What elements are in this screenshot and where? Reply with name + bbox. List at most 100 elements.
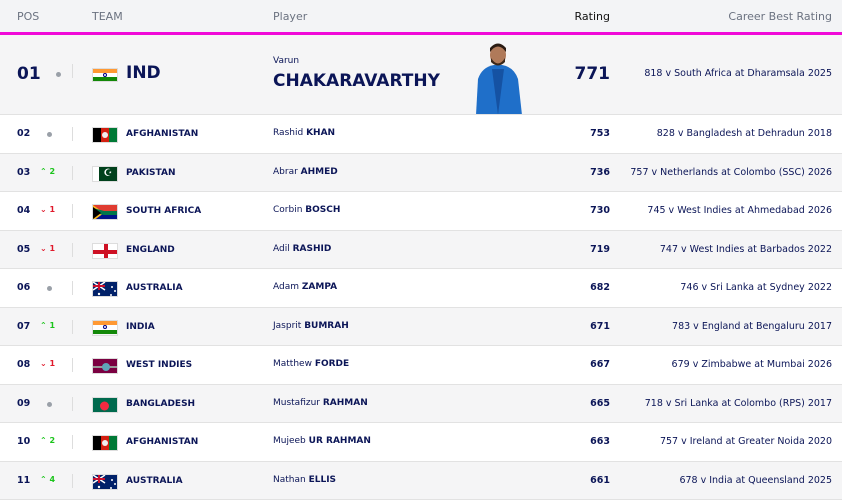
player-last-name: AHMED: [300, 166, 338, 177]
pakistan-flag-icon: ☪: [92, 165, 118, 182]
rank-change: 2: [49, 166, 56, 176]
team-name: AUSTRALIA: [126, 283, 183, 293]
rating: 661: [590, 474, 610, 486]
table-row[interactable]: 03 ⌃ 2 ☪ PAKISTAN Abrar AHMED 736 757 v N…: [0, 153, 842, 192]
rating: 753: [590, 128, 610, 139]
divider: [72, 242, 73, 257]
rank-up-indicator: ⌃ 2: [40, 436, 55, 445]
no-change-dot-icon: [47, 286, 52, 291]
player-name[interactable]: Corbin BOSCH: [273, 205, 340, 215]
rank-change: 1: [49, 243, 56, 253]
player-first-name: Jasprit: [273, 320, 302, 331]
position: 01: [17, 64, 41, 84]
player-first-name: Abrar: [273, 166, 298, 177]
position: 05: [17, 243, 31, 255]
player-last-name: BUMRAH: [304, 320, 349, 331]
divider: [72, 396, 73, 411]
rating: 736: [590, 166, 610, 178]
player-last-name: BOSCH: [305, 205, 341, 215]
no-change-dot-icon: [47, 401, 52, 407]
rating: 665: [590, 397, 610, 409]
no-change-dot-icon: [47, 132, 52, 137]
rank-down-indicator: ⌄ 1: [40, 244, 55, 253]
career-best: 757 v Netherlands at Colombo (SSC) 2026: [630, 166, 832, 178]
player-name[interactable]: Abrar AHMED: [273, 167, 338, 177]
player-photo: [476, 43, 522, 114]
table-row[interactable]: 02 AFGHANISTAN Rashid KHAN 753 828 v Ban…: [0, 115, 842, 154]
player-first-name: Mujeeb: [273, 436, 306, 446]
team-name: BANGLADESH: [126, 398, 196, 409]
player-name[interactable]: Rashid KHAN: [273, 128, 335, 138]
position: 08: [17, 359, 31, 370]
player-first-name: Matthew: [273, 359, 312, 369]
header-career-best: Career Best Rating: [728, 10, 832, 23]
table-row[interactable]: 08 ⌄ 1 WEST INDIES Matthew FORDE 667 679 …: [0, 346, 842, 385]
rank-up-indicator: ⌃ 4: [40, 475, 55, 484]
player-name[interactable]: Matthew FORDE: [273, 359, 349, 369]
team-name: IND: [126, 63, 161, 83]
player-name[interactable]: Adam ZAMPA: [273, 282, 337, 292]
divider: [72, 127, 73, 141]
player-last-name[interactable]: CHAKARAVARTHY: [273, 71, 440, 91]
rank-up-indicator: ⌃ 1: [40, 321, 55, 330]
rating: 730: [590, 205, 610, 216]
player-last-name: ELLIS: [308, 474, 337, 485]
player-name[interactable]: Nathan ELLIS: [273, 475, 336, 485]
player-name[interactable]: Adil RASHID: [273, 244, 331, 254]
career-best: 783 v England at Bengaluru 2017: [672, 320, 832, 332]
player-first-name: Mustafizur: [273, 397, 320, 408]
player-last-name: UR RAHMAN: [308, 436, 371, 446]
rating: 719: [590, 243, 610, 255]
position: 10: [17, 436, 31, 447]
india-flag-icon: [92, 319, 118, 336]
header-rating[interactable]: Rating: [574, 10, 610, 23]
career-best: 679 v Zimbabwe at Mumbai 2026: [671, 359, 832, 370]
divider: [72, 358, 73, 372]
player-name[interactable]: Mustafizur RAHMAN: [273, 398, 368, 408]
top-ranked-row[interactable]: 01 IND Varun CHAKARAVARTHY 771 818 v Sou…: [0, 35, 842, 115]
arrow-up-icon: ⌃: [40, 320, 47, 330]
player-first-name: Adam: [273, 282, 299, 292]
bangladesh-flag-icon: [92, 396, 118, 413]
team-name: INDIA: [126, 321, 155, 332]
career-best: 757 v Ireland at Greater Noida 2020: [659, 436, 832, 447]
player-first-name: Rashid: [273, 128, 304, 138]
table-row[interactable]: 05 ⌄ 1 ENGLAND Adil RASHID 719 747 v West…: [0, 230, 842, 269]
table-row[interactable]: 09 BANGLADESH Mustafizur RAHMAN 665 718 …: [0, 384, 842, 423]
team-name: SOUTH AFRICA: [126, 206, 202, 216]
table-header: POS TEAM Player Rating Career Best Ratin…: [0, 0, 842, 35]
position: 09: [17, 397, 31, 409]
rank-up-indicator: ⌃ 2: [40, 167, 55, 176]
team-name: AUSTRALIA: [126, 475, 183, 486]
table-row[interactable]: 06 AUSTRALIA Adam ZAMPA 682 746 v Sri La…: [0, 269, 842, 308]
divider: [72, 64, 73, 78]
player-name[interactable]: Jasprit BUMRAH: [273, 321, 349, 331]
rating: 671: [590, 320, 610, 332]
arrow-down-icon: ⌄: [40, 205, 47, 214]
south-africa-flag-icon: [92, 204, 118, 220]
no-change-dot-icon: [56, 72, 61, 77]
table-row[interactable]: 04 ⌄ 1 SOUTH AFRICA Corbin BOSCH 730 745 …: [0, 192, 842, 231]
afghanistan-flag-icon: [92, 435, 118, 451]
table-row[interactable]: 11 ⌃ 4 AUSTRALIA Nathan ELLIS 661 678 v I…: [0, 461, 842, 500]
table-row[interactable]: 07 ⌃ 1 INDIA Jasprit BUMRAH 671 783 v Eng…: [0, 307, 842, 346]
rank-change: 2: [49, 436, 56, 445]
player-last-name: RASHID: [292, 243, 332, 254]
player-first-name: Corbin: [273, 205, 303, 215]
rank-change: 4: [49, 474, 56, 484]
position: 03: [17, 166, 31, 178]
player-first-name: Nathan: [273, 474, 306, 485]
header-pos: POS: [17, 10, 40, 23]
player-first-name: Varun: [273, 56, 300, 66]
arrow-down-icon: ⌄: [40, 359, 47, 368]
divider: [72, 473, 73, 488]
career-best: 828 v Bangladesh at Dehradun 2018: [656, 128, 832, 139]
position: 04: [17, 205, 31, 216]
table-row[interactable]: 10 ⌃ 2 AFGHANISTAN Mujeeb UR RAHMAN 663 7…: [0, 423, 842, 462]
divider: [72, 204, 73, 218]
player-name[interactable]: Mujeeb UR RAHMAN: [273, 436, 371, 446]
team-name: AFGHANISTAN: [126, 129, 199, 139]
rating: 682: [590, 282, 610, 293]
west-indies-flag-icon: [92, 358, 118, 374]
position: 11: [17, 474, 31, 486]
